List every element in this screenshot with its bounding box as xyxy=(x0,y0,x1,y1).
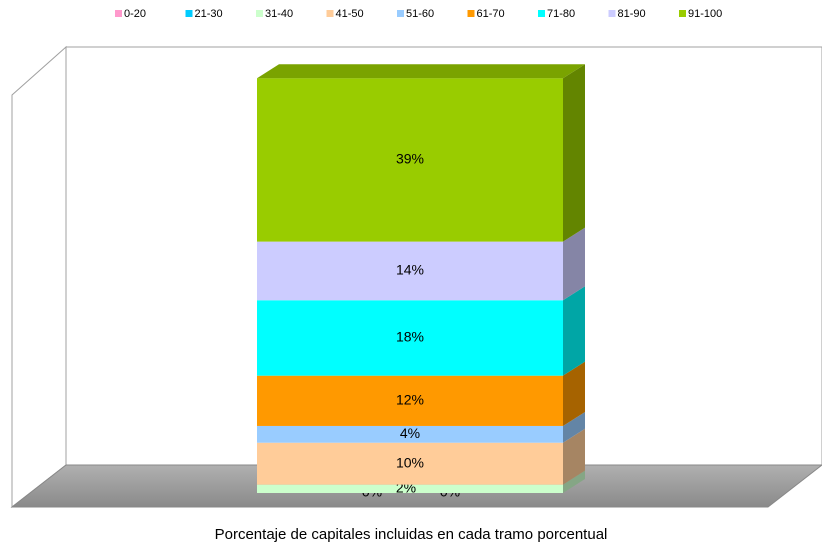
bar-segment xyxy=(257,425,563,443)
legend-label: 21-30 xyxy=(195,8,223,20)
data-label: 10% xyxy=(396,454,424,470)
legend-label: 91-100 xyxy=(688,8,722,20)
legend-swatch xyxy=(185,10,193,17)
bar-segment xyxy=(257,375,563,426)
bar-segment xyxy=(257,300,563,376)
bar-segment xyxy=(257,484,563,493)
legend-label: 81-90 xyxy=(618,8,646,20)
side-wall xyxy=(11,45,67,509)
legend-swatch xyxy=(467,10,475,17)
bar-side xyxy=(563,227,585,301)
legend-swatch xyxy=(608,10,616,17)
legend-label: 0-20 xyxy=(124,8,146,20)
bar-side xyxy=(563,64,585,242)
bar-side xyxy=(563,470,585,493)
legend-label: 41-50 xyxy=(336,8,364,20)
legend-label: 31-40 xyxy=(265,8,293,20)
data-label: 12% xyxy=(396,392,424,408)
legend-swatch xyxy=(538,10,545,17)
legend-label: 71-80 xyxy=(547,8,575,20)
legend-label: 51-60 xyxy=(406,8,434,20)
bar-side xyxy=(563,361,585,426)
data-label: 18% xyxy=(396,329,424,345)
legend-swatch xyxy=(679,10,686,17)
legend-swatch xyxy=(256,10,263,17)
data-label: 39% xyxy=(396,151,424,167)
data-label: 4% xyxy=(400,425,420,441)
bar-segment xyxy=(257,78,563,242)
bar-side xyxy=(563,286,585,376)
bar-top xyxy=(257,64,585,79)
bar-side xyxy=(563,411,585,443)
legend-swatch xyxy=(115,10,122,17)
bar-side xyxy=(563,428,585,485)
x-tick-label: Porcentaje de capitales incluidas en cad… xyxy=(215,526,608,543)
legend-label: 61-70 xyxy=(477,8,505,20)
data-label: 14% xyxy=(396,262,424,278)
legend-swatch xyxy=(397,10,404,17)
legend: 0-20 21-30 31-40 41-50 51-60 61-70 71-80 81-90 9… xyxy=(115,8,722,20)
bar-segment xyxy=(257,442,563,485)
bar-stack: 0%0%2%10%4%12%18%14%39% xyxy=(257,64,585,500)
legend-swatch xyxy=(326,10,334,17)
bar-segment xyxy=(257,241,563,301)
